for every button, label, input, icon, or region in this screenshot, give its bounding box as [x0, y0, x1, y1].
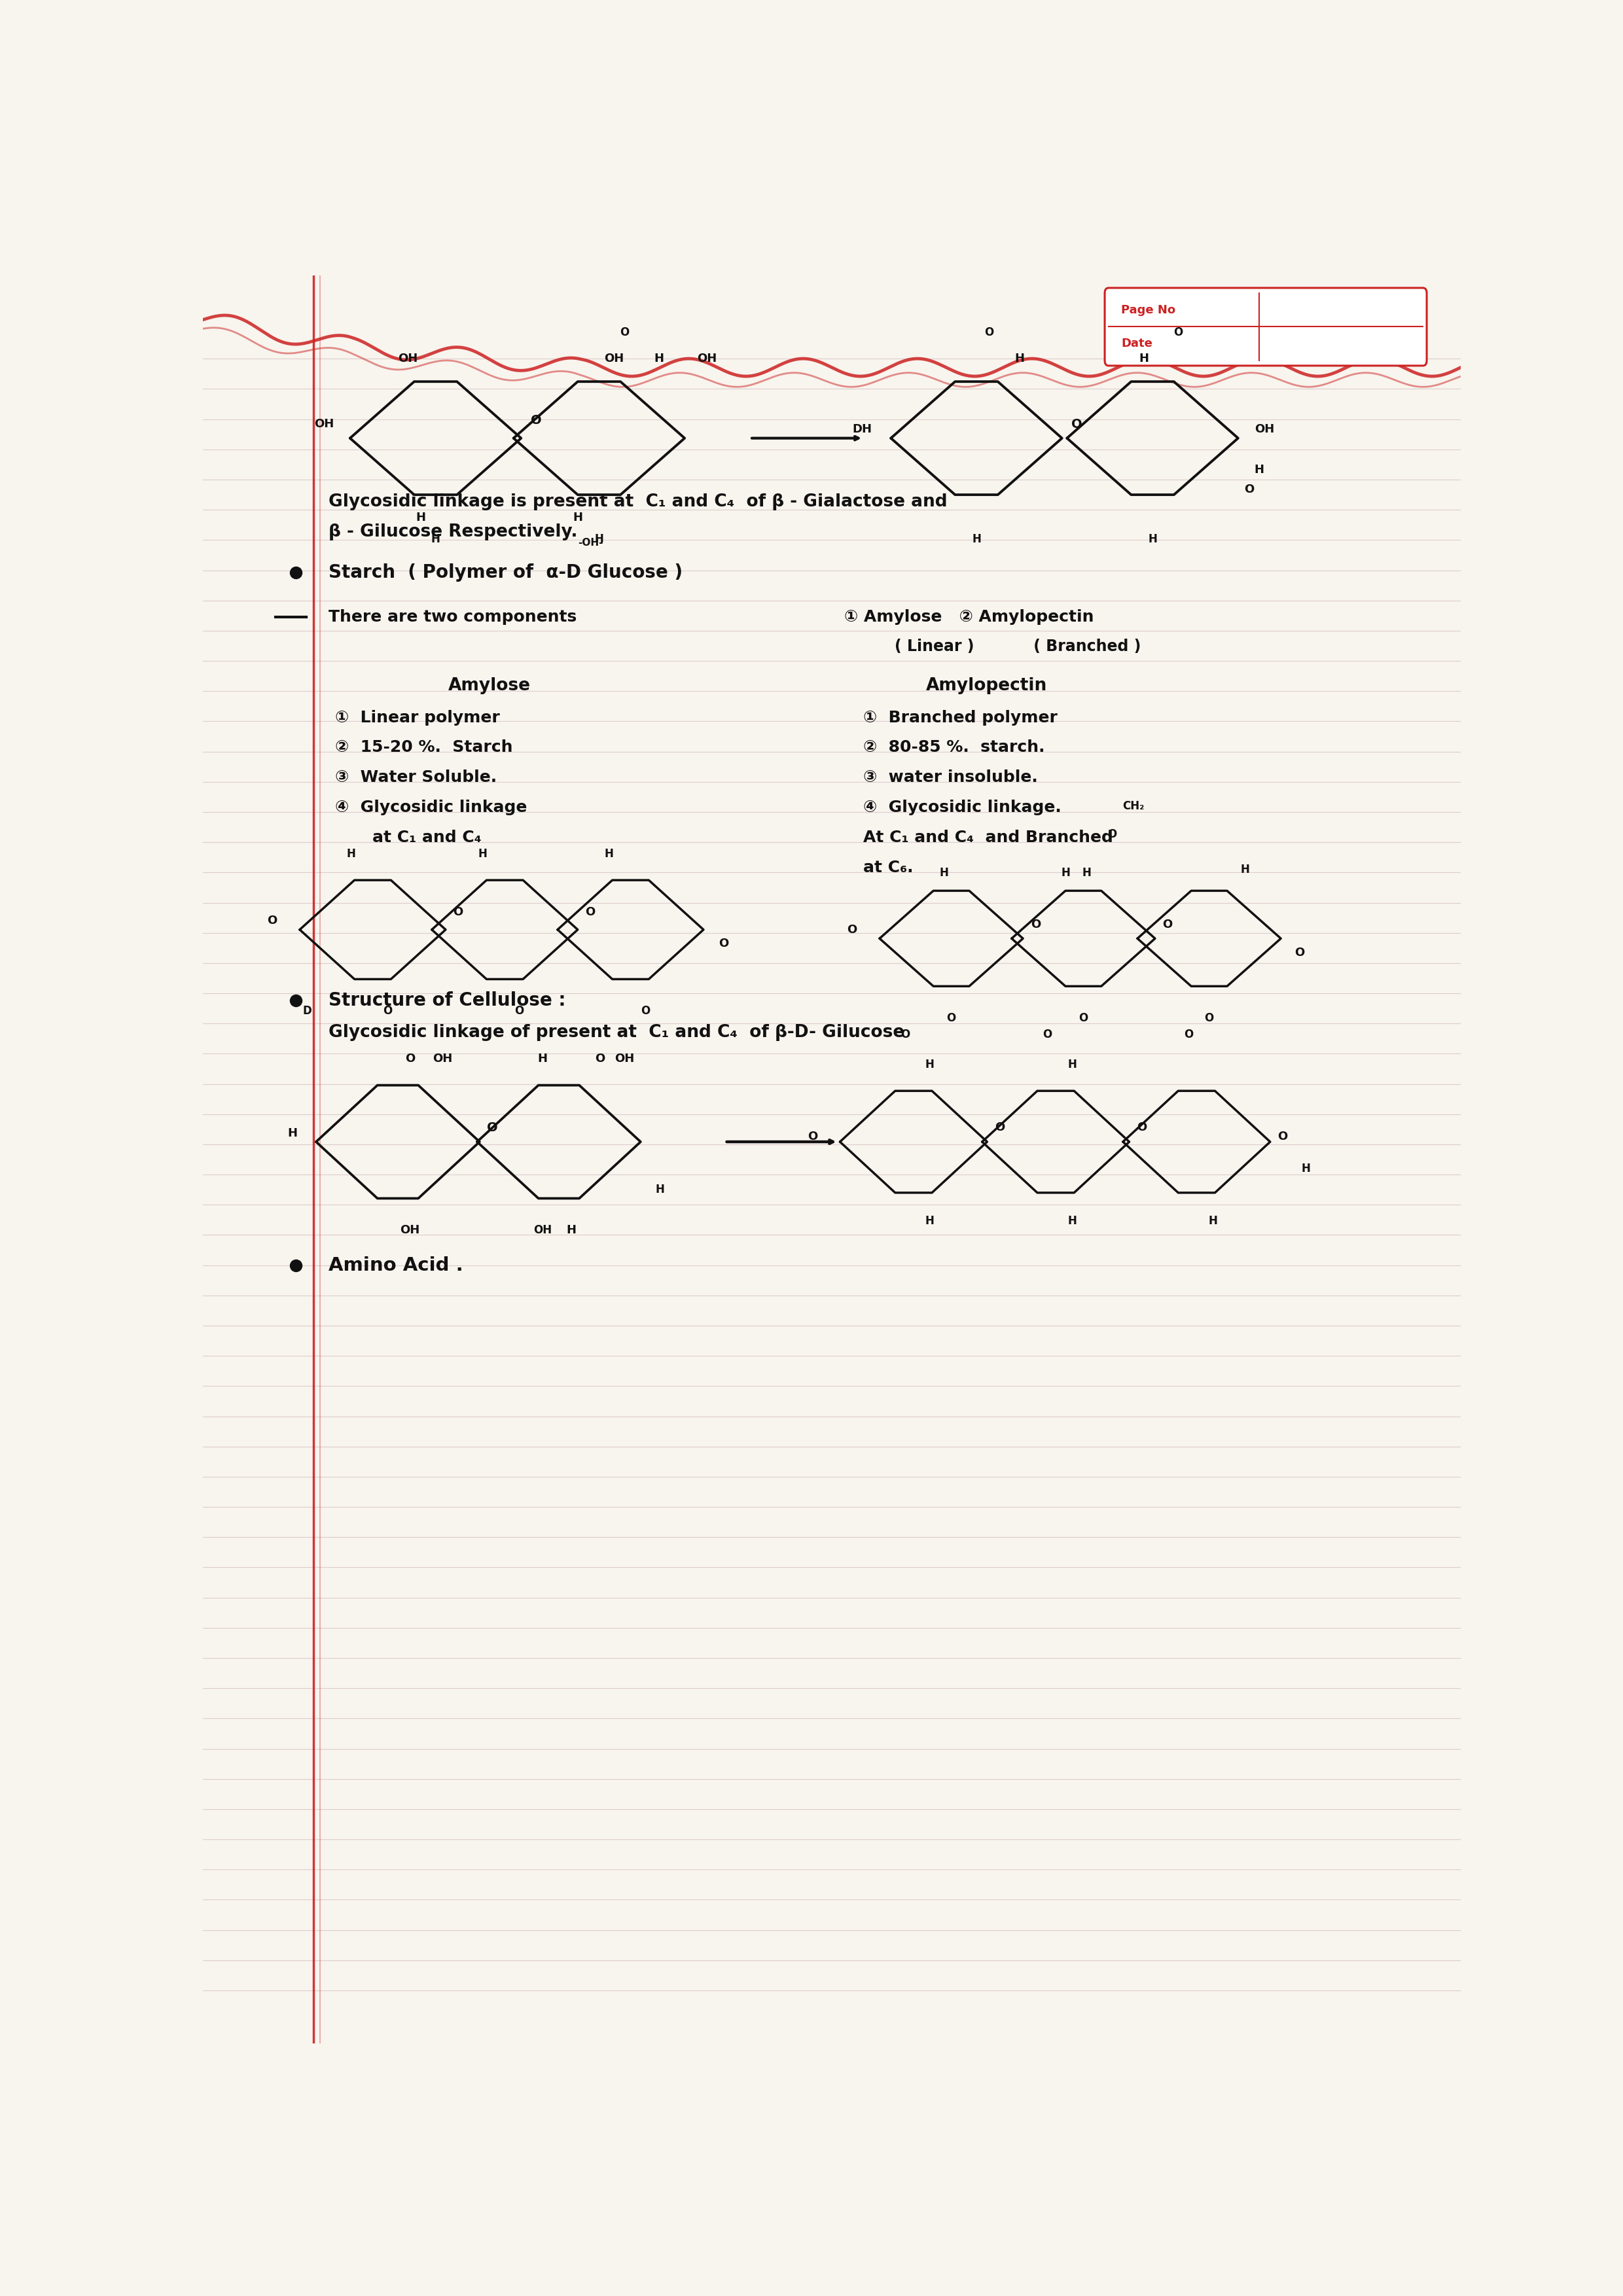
- Text: OH: OH: [698, 354, 717, 365]
- Text: H: H: [346, 847, 355, 859]
- Text: O: O: [383, 1006, 391, 1017]
- Text: Amylose: Amylose: [448, 677, 531, 693]
- Text: O: O: [847, 923, 857, 934]
- Text: OH: OH: [433, 1054, 453, 1065]
- Text: H: H: [432, 533, 440, 544]
- Text: O: O: [946, 1013, 956, 1024]
- Text: O: O: [487, 1120, 498, 1134]
- Text: O: O: [620, 326, 630, 338]
- Text: ①  Branched polymer: ① Branched polymer: [863, 709, 1058, 726]
- Text: ④  Glycosidic linkage: ④ Glycosidic linkage: [334, 799, 527, 815]
- Text: ① Amylose   ② Amylopectin: ① Amylose ② Amylopectin: [844, 608, 1094, 625]
- Text: H: H: [415, 512, 425, 523]
- Text: O: O: [1079, 1013, 1087, 1024]
- Text: O: O: [1162, 918, 1172, 930]
- Text: O: O: [1136, 1123, 1147, 1134]
- Text: ④  Glycosidic linkage.: ④ Glycosidic linkage.: [863, 799, 1061, 815]
- Text: O: O: [1031, 918, 1040, 930]
- Text: H: H: [925, 1215, 935, 1226]
- Text: Glycosidic linkage of present at  C₁ and C₄  of β-D- Gilucose: Glycosidic linkage of present at C₁ and …: [328, 1024, 904, 1040]
- Text: Starch  ( Polymer of  α-D Glucose ): Starch ( Polymer of α-D Glucose ): [328, 563, 683, 581]
- Text: D: D: [302, 1006, 312, 1017]
- Text: O: O: [719, 937, 729, 951]
- Text: H: H: [566, 1224, 576, 1235]
- Text: CH₂: CH₂: [1123, 799, 1144, 813]
- Text: H: H: [940, 868, 949, 879]
- Text: Page No: Page No: [1121, 303, 1175, 317]
- FancyBboxPatch shape: [1105, 287, 1427, 365]
- Text: O: O: [1071, 418, 1083, 429]
- Text: OH: OH: [615, 1054, 635, 1065]
- Text: Amino Acid .: Amino Acid .: [328, 1256, 463, 1274]
- Text: H: H: [537, 1054, 547, 1065]
- Text: Glycosidic linkage is present at  C₁ and C₄  of β - Gialactose and: Glycosidic linkage is present at C₁ and …: [328, 494, 948, 510]
- Text: OH: OH: [313, 418, 334, 429]
- Text: ( Linear )           ( Branched ): ( Linear ) ( Branched ): [894, 638, 1141, 654]
- Text: H: H: [1147, 533, 1157, 544]
- Text: O: O: [641, 1006, 649, 1017]
- Text: H: H: [1068, 1058, 1076, 1070]
- Text: O: O: [1277, 1130, 1287, 1143]
- Text: Structure of Cellulose :: Structure of Cellulose :: [328, 992, 566, 1010]
- Text: H: H: [1255, 464, 1264, 475]
- Text: ③  Water Soluble.: ③ Water Soluble.: [334, 769, 497, 785]
- Text: O: O: [268, 914, 278, 928]
- Text: O: O: [1183, 1029, 1193, 1040]
- Text: ②  15-20 %.  Starch: ② 15-20 %. Starch: [334, 739, 513, 755]
- Text: O: O: [406, 1054, 415, 1065]
- Text: H: H: [1302, 1162, 1311, 1173]
- Text: H: H: [656, 1185, 665, 1196]
- Text: H: H: [479, 847, 487, 859]
- Text: O: O: [514, 1006, 524, 1017]
- Text: H: H: [1014, 354, 1024, 365]
- Text: H: H: [594, 533, 604, 544]
- Text: OH: OH: [398, 354, 417, 365]
- Text: at C₆.: at C₆.: [863, 861, 914, 875]
- Text: OH: OH: [534, 1224, 552, 1235]
- Text: H: H: [573, 512, 583, 523]
- Text: O: O: [1173, 326, 1183, 338]
- Text: OH: OH: [1255, 422, 1274, 436]
- Text: Amylopectin: Amylopectin: [927, 677, 1047, 693]
- Text: β - Gilucose Respectively.: β - Gilucose Respectively.: [328, 523, 578, 540]
- Text: O: O: [453, 907, 463, 918]
- Text: H: H: [1083, 868, 1092, 879]
- Text: -OH-: -OH-: [578, 537, 604, 546]
- Text: O: O: [807, 1130, 818, 1143]
- Text: O: O: [1295, 946, 1305, 957]
- Text: OH: OH: [604, 354, 625, 365]
- Text: H: H: [1209, 1215, 1217, 1226]
- Text: ①  Linear polymer: ① Linear polymer: [334, 709, 500, 726]
- Text: H: H: [287, 1127, 297, 1139]
- Text: O: O: [995, 1123, 1005, 1134]
- Text: H: H: [604, 847, 613, 859]
- Text: O: O: [901, 1029, 911, 1040]
- Text: O: O: [985, 326, 993, 338]
- Text: H: H: [654, 354, 664, 365]
- Text: O: O: [594, 1054, 605, 1065]
- Text: ②  80-85 %.  starch.: ② 80-85 %. starch.: [863, 739, 1045, 755]
- Text: OH: OH: [401, 1224, 420, 1235]
- Text: At C₁ and C₄  and Branched: At C₁ and C₄ and Branched: [863, 829, 1113, 845]
- Text: H: H: [1240, 863, 1250, 875]
- Text: DH: DH: [852, 422, 872, 436]
- Text: H: H: [1061, 868, 1070, 879]
- Text: at C₁ and C₄: at C₁ and C₄: [373, 829, 482, 845]
- Text: O: O: [1107, 829, 1117, 840]
- Text: O: O: [1204, 1013, 1214, 1024]
- Text: There are two components: There are two components: [328, 608, 576, 625]
- Text: H: H: [972, 533, 980, 544]
- Text: O: O: [1044, 1029, 1052, 1040]
- Text: H: H: [1068, 1215, 1076, 1226]
- Text: O: O: [1245, 484, 1255, 496]
- Text: H: H: [1139, 354, 1149, 365]
- Text: ③  water insoluble.: ③ water insoluble.: [863, 769, 1037, 785]
- Text: Date: Date: [1121, 338, 1152, 349]
- Text: O: O: [531, 413, 542, 427]
- Text: H: H: [925, 1058, 935, 1070]
- Text: O: O: [586, 907, 596, 918]
